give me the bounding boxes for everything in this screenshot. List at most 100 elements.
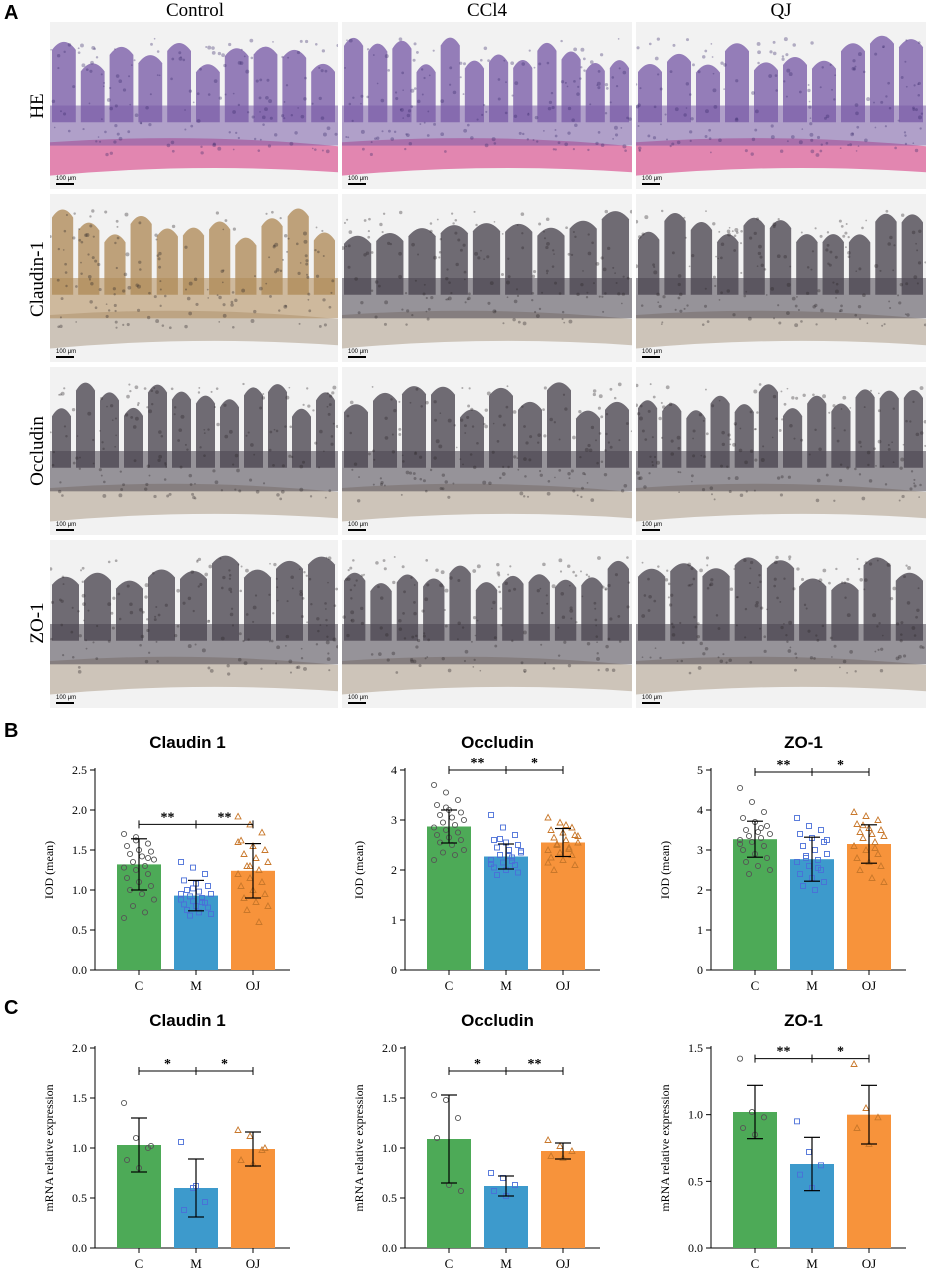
data-point [850, 842, 858, 849]
scale-bar: 100 μm [642, 176, 662, 185]
x-tick-label: M [190, 978, 202, 990]
scale-bar-label: 100 μm [348, 176, 369, 182]
data-point [745, 870, 753, 878]
error-bar [804, 1136, 820, 1192]
data-point [454, 1114, 462, 1122]
data-point [243, 906, 251, 913]
scale-bar: 100 μm [348, 522, 368, 531]
data-point [742, 826, 750, 834]
data-point [568, 851, 576, 858]
data-point [745, 832, 753, 840]
data-point [815, 865, 821, 871]
y-tick-label: 4 [391, 763, 397, 777]
data-point [512, 862, 518, 868]
y-tick-label: 1 [697, 923, 703, 937]
panel-letter-a: A [4, 2, 19, 24]
data-point [237, 882, 245, 889]
data-point [132, 834, 140, 841]
data-point [797, 831, 803, 837]
data-point [736, 840, 744, 848]
data-point [150, 896, 158, 903]
data-point [141, 862, 149, 870]
y-tick-label: 1.5 [72, 843, 87, 857]
data-point [562, 821, 570, 828]
scale-bar-label: 100 μm [348, 522, 369, 528]
chart-b-claudin1: Claudin 1 IOD (mean) 0.0 0.5 1.0 1.5 2.0 2.5 C M Q… [42, 733, 290, 990]
data-point [184, 907, 190, 913]
data-point [436, 811, 444, 819]
data-point [205, 883, 211, 889]
data-point [261, 1144, 269, 1151]
scale-bar-label: 100 μm [348, 695, 369, 701]
data-point [760, 808, 768, 816]
data-point [234, 812, 242, 820]
data-point [574, 832, 582, 839]
data-point [430, 781, 438, 789]
data-point [853, 820, 861, 827]
data-point [120, 1099, 128, 1107]
data-point [739, 1124, 747, 1132]
data-point [126, 850, 134, 858]
y-tick-label: 0.5 [688, 1174, 703, 1188]
column-label-control: Control [165, 0, 225, 21]
error-bar [188, 1158, 204, 1218]
error-bar [441, 1094, 457, 1184]
data-point [815, 857, 821, 863]
data-point [202, 899, 208, 906]
data-point [430, 1091, 438, 1099]
data-point [865, 858, 873, 865]
scale-bar-line [348, 356, 366, 358]
y-tick-label: 2 [391, 863, 397, 877]
chart-title: Claudin 1 [149, 1011, 226, 1030]
data-point [512, 1182, 518, 1188]
data-point [138, 890, 146, 898]
data-point [246, 862, 254, 869]
scale-bar-label: 100 μm [56, 695, 77, 701]
data-point [144, 870, 152, 878]
data-point [187, 893, 193, 900]
x-tick-label: C [135, 1256, 144, 1268]
histology-image-he-qj: 100 μm [636, 22, 926, 189]
data-point [547, 1152, 555, 1159]
y-tick-label: 2.0 [72, 803, 87, 817]
significance-label: ** [471, 756, 485, 771]
data-point [818, 1162, 824, 1169]
scale-bar-line [642, 183, 660, 185]
y-tick-label: 1.0 [688, 1108, 703, 1122]
scale-bar-line [56, 702, 74, 704]
data-point [757, 834, 765, 842]
bar-QJ [541, 842, 585, 970]
column-label-ccl4: CCl4 [466, 0, 508, 21]
data-point [794, 1118, 800, 1125]
data-point [208, 911, 214, 917]
y-tick-label: 1.5 [72, 1091, 87, 1105]
data-point [264, 902, 272, 909]
data-point [800, 883, 806, 889]
data-point [559, 1154, 567, 1161]
data-point [877, 862, 885, 869]
data-point [568, 1147, 576, 1154]
data-point [123, 874, 131, 882]
x-tick-label: C [445, 1256, 454, 1268]
data-point [818, 867, 824, 873]
y-tick-label: 5 [697, 763, 703, 777]
data-point [199, 895, 205, 901]
scale-bar-label: 100 μm [642, 176, 663, 182]
data-point [202, 1199, 208, 1205]
chart-c-claudin1: Claudin 1 mRNA relative expression 0.0 0.5 1… [42, 1011, 290, 1268]
data-point [497, 836, 503, 842]
row-label-occludin: Occludin [27, 416, 48, 486]
data-point [565, 845, 573, 852]
significance-label: ** [528, 1057, 542, 1072]
error-bar [747, 820, 763, 858]
x-tick-label: C [751, 978, 760, 990]
x-tick-label: M [806, 1256, 818, 1268]
data-point [457, 1187, 465, 1195]
data-point [488, 812, 494, 818]
data-point [550, 866, 558, 873]
data-point [178, 859, 184, 865]
data-point [568, 823, 576, 831]
error-bar [441, 809, 457, 844]
